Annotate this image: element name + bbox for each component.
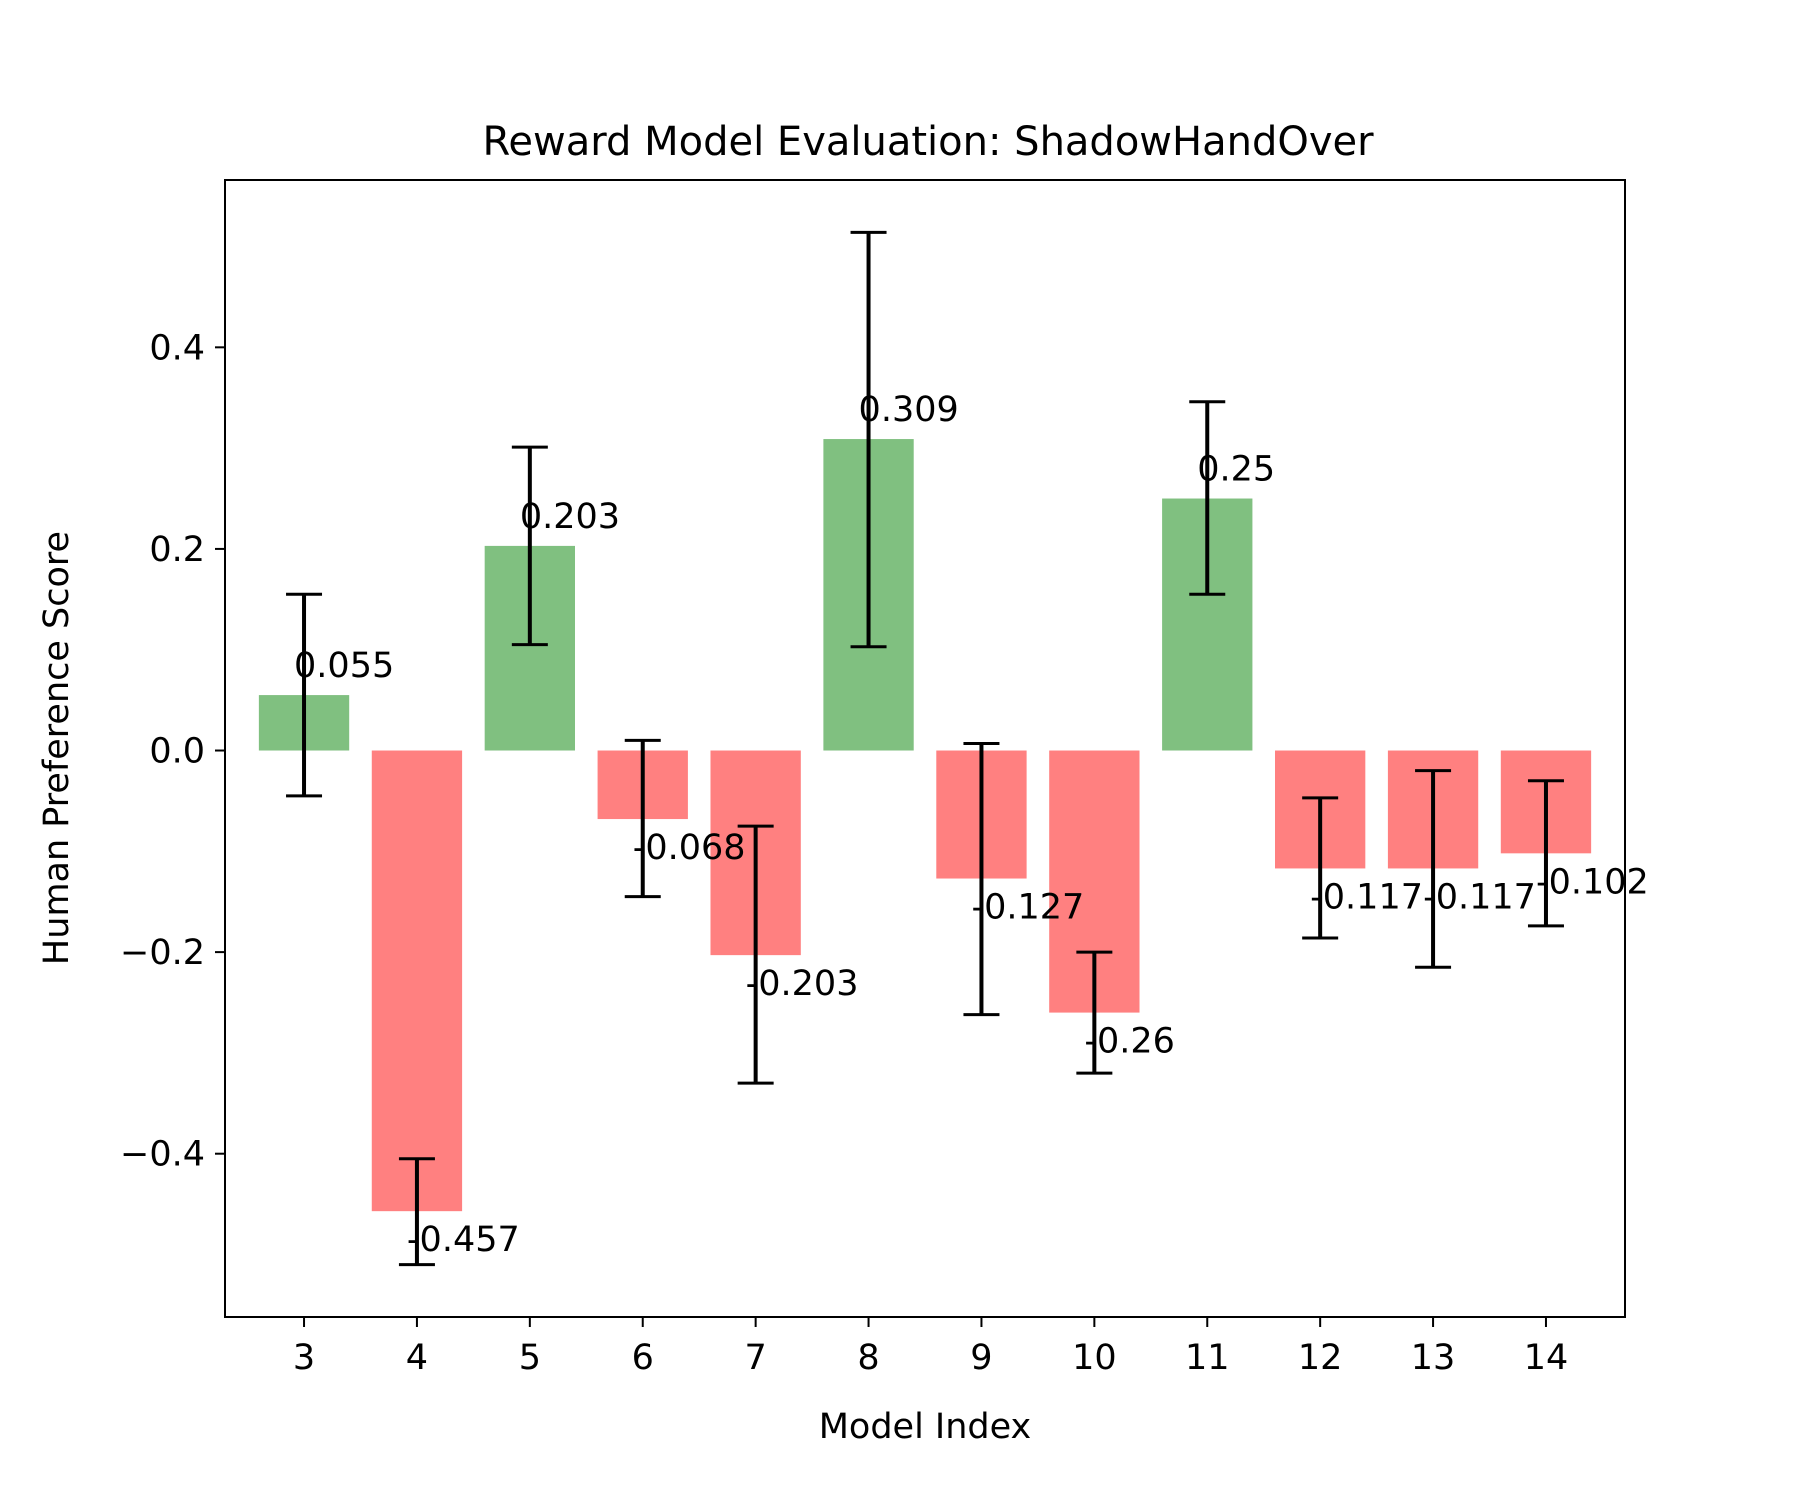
chart-title: Reward Model Evaluation: ShadowHandOver [482, 119, 1374, 165]
x-tick-label-3: 3 [293, 1338, 315, 1378]
bar-value-label-10: -0.26 [1084, 1022, 1175, 1062]
x-tick-label-12: 12 [1298, 1338, 1343, 1378]
x-tick-label-14: 14 [1524, 1338, 1569, 1378]
bar-value-label-13: -0.117 [1423, 877, 1536, 917]
bar-value-label-5: 0.203 [520, 497, 620, 537]
bars-group [258, 439, 1592, 1212]
x-tick-label-7: 7 [745, 1338, 767, 1378]
y-tick-label: 0.0 [149, 732, 205, 772]
plot-frame [224, 179, 1626, 1318]
x-axis-label: Model Index [819, 1407, 1032, 1447]
y-axis: −0.4 −0.2 0.0 0.2 0.4 [120, 328, 225, 1175]
x-tick-label-13: 13 [1411, 1338, 1456, 1378]
bar-value-label-9: -0.127 [971, 888, 1084, 928]
bar-value-label-12: -0.117 [1310, 877, 1423, 917]
x-tick-label-4: 4 [406, 1338, 428, 1378]
y-tick-label: −0.4 [120, 1135, 205, 1175]
error-bars-group [286, 230, 1564, 1267]
y-tick-label: 0.4 [149, 328, 205, 368]
bar-labels-group: 0.055 -0.457 0.203 -0.068 -0.203 0.309 -0.127 -… [294, 390, 1649, 1260]
y-tick-label: 0.2 [149, 530, 205, 570]
x-tick-label-10: 10 [1072, 1338, 1117, 1378]
bar-4 [371, 750, 463, 1212]
bar-value-label-7: -0.203 [746, 964, 859, 1004]
bar-value-label-14: -0.102 [1536, 862, 1649, 902]
x-tick-label-11: 11 [1185, 1338, 1230, 1378]
bar-value-label-3: 0.055 [294, 646, 394, 686]
bar-value-label-11: 0.25 [1197, 450, 1275, 490]
bar-value-label-8: 0.309 [859, 390, 959, 430]
bar-value-label-6: -0.068 [633, 828, 746, 868]
x-tick-label-6: 6 [632, 1338, 654, 1378]
bar-value-label-4: -0.457 [407, 1220, 520, 1260]
x-tick-label-9: 9 [970, 1338, 992, 1378]
y-axis-label: Human Preference Score [37, 531, 77, 965]
x-axis: 3 4 5 6 7 8 9 10 11 12 13 14 [293, 1317, 1568, 1378]
y-tick-label: −0.2 [120, 933, 205, 973]
x-tick-label-8: 8 [857, 1338, 879, 1378]
x-tick-label-5: 5 [519, 1338, 541, 1378]
